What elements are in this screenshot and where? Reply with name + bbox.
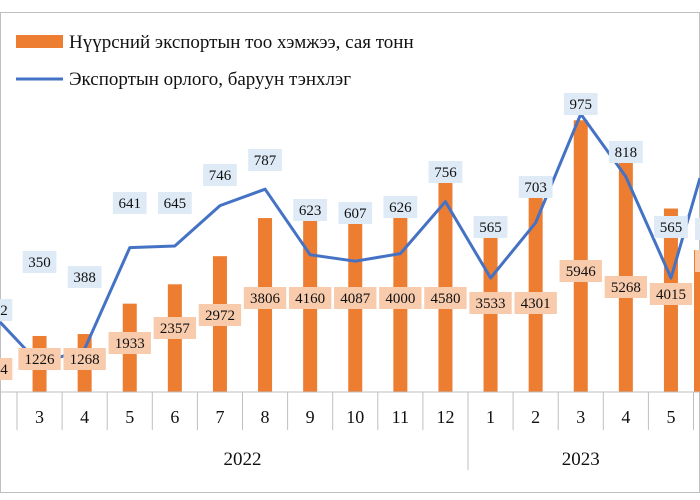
bar-value-label: 1268 <box>70 352 100 368</box>
bar-value-label: 1933 <box>115 336 145 352</box>
line-value-label-bg <box>293 199 328 221</box>
x-tick-label: 9 <box>306 407 315 427</box>
bar-value-label: 4015 <box>656 287 686 303</box>
line-value-label: 565 <box>660 220 683 236</box>
line-value-label: 975 <box>570 97 593 113</box>
line-value-label: 818 <box>615 145 638 161</box>
line-value-label: 645 <box>164 196 187 212</box>
line-value-label-bg <box>473 216 508 238</box>
bar-value-label-bg <box>604 276 648 298</box>
line-value-label: 787 <box>254 153 277 169</box>
line-value-label: 623 <box>299 203 322 219</box>
bar-value-label: 5946 <box>566 264 597 280</box>
line-value-label-bg <box>248 149 282 171</box>
line-value-label-bg <box>654 216 688 238</box>
x-tick-label: 12 <box>436 407 454 427</box>
legend-line-label: Экспортын орлого, баруун тэнхлэг <box>69 69 351 90</box>
x-tick-label: 2 <box>531 407 540 427</box>
bar-value-label-bg <box>18 348 61 370</box>
line-value-label: 350 <box>28 255 51 271</box>
x-tick-label: 11 <box>392 407 409 427</box>
x-tick-label: 3 <box>576 407 585 427</box>
bar-value-label-bg <box>243 287 287 309</box>
bar-value-label: 4000 <box>385 291 415 307</box>
bar-value-label: 2357 <box>160 321 191 337</box>
x-tick-label: 4 <box>621 407 630 427</box>
x-tick-label: 3 <box>35 407 44 427</box>
x-tick-label: 10 <box>346 407 364 427</box>
label-partial-bg <box>695 250 700 272</box>
line-value-label-bg <box>112 192 147 214</box>
year-label: 2022 <box>224 449 262 470</box>
bar-value-label-bg <box>424 287 467 309</box>
line-value-label: 388 <box>73 270 96 286</box>
bar-value-label: 4160 <box>295 291 325 307</box>
bar-value-label-partial-bg <box>0 358 13 380</box>
bar-value-label: 3533 <box>476 296 506 312</box>
bar <box>573 120 588 393</box>
line-value-label-bg <box>518 176 553 198</box>
line-value-label: 746 <box>209 168 232 184</box>
line-value-label-bg <box>383 196 418 218</box>
x-tick-label: 8 <box>261 407 270 427</box>
line-value-label-bg <box>67 266 102 288</box>
line-value-label: 565 <box>479 220 502 236</box>
line-value-label: 703 <box>524 180 547 196</box>
line-value-label-partial: 2 <box>0 303 8 319</box>
line-value-label-bg <box>203 164 237 186</box>
year-label: 2023 <box>562 449 600 470</box>
bar-value-label-bg <box>288 287 332 309</box>
bar-value-label: 4301 <box>521 296 551 312</box>
line-value-label-bg <box>338 202 373 224</box>
line-value-label-bg <box>428 161 463 183</box>
x-tick-label: 5 <box>666 407 675 427</box>
bar-value-label: 3806 <box>250 291 281 307</box>
bar-value-label-bg <box>559 260 602 282</box>
bar-value-label-bg <box>514 292 557 314</box>
x-tick-label: 4 <box>80 407 89 427</box>
bar-value-label-partial: 4 <box>0 362 8 378</box>
line-value-label-bg <box>22 251 57 273</box>
x-tick-label: 5 <box>125 407 134 427</box>
bar-value-label-bg <box>649 283 693 305</box>
legend: Нүүрсний экспортын тоо хэмжээ, сая тонн … <box>16 32 414 90</box>
bar-value-label-bg <box>63 348 106 370</box>
line-series <box>0 112 700 366</box>
bar-value-label: 4580 <box>430 291 460 307</box>
line-value-label-bg <box>563 93 598 115</box>
bar-value-label: 2972 <box>205 308 235 324</box>
bar-partial <box>694 250 700 392</box>
x-tick-label: 7 <box>215 407 224 427</box>
line-value-label-partial-bg <box>0 299 13 321</box>
bar-value-label-bg <box>469 292 512 314</box>
line-value-label: 641 <box>119 196 142 212</box>
label-partial-bg <box>695 218 700 240</box>
bar-value-label-bg <box>334 287 377 309</box>
legend-bar-label: Нүүрсний экспортын тоо хэмжээ, сая тонн <box>69 32 414 53</box>
bar-value-label: 5268 <box>611 280 641 296</box>
line-value-label: 607 <box>344 206 367 222</box>
bar-value-label: 1226 <box>25 352 56 368</box>
line-layer <box>0 112 700 366</box>
bar-value-label: 4087 <box>340 291 371 307</box>
x-tick-label: 1 <box>486 407 495 427</box>
bar-value-label-bg <box>108 332 151 354</box>
legend-bar-swatch <box>16 35 63 48</box>
bar-value-label-bg <box>379 287 422 309</box>
bar-value-label-bg <box>198 304 242 326</box>
bar-value-label-bg <box>153 317 197 339</box>
line-value-label: 626 <box>389 200 412 216</box>
x-tick-label: 6 <box>170 407 179 427</box>
bar <box>618 151 633 392</box>
labels-layer: 1226 1268 1933 2357 2972 3806 4160 4087 4000 4580… <box>0 93 700 380</box>
line-value-label: 756 <box>434 165 457 181</box>
line-value-label-bg <box>608 141 643 163</box>
line-value-label-bg <box>157 192 192 214</box>
